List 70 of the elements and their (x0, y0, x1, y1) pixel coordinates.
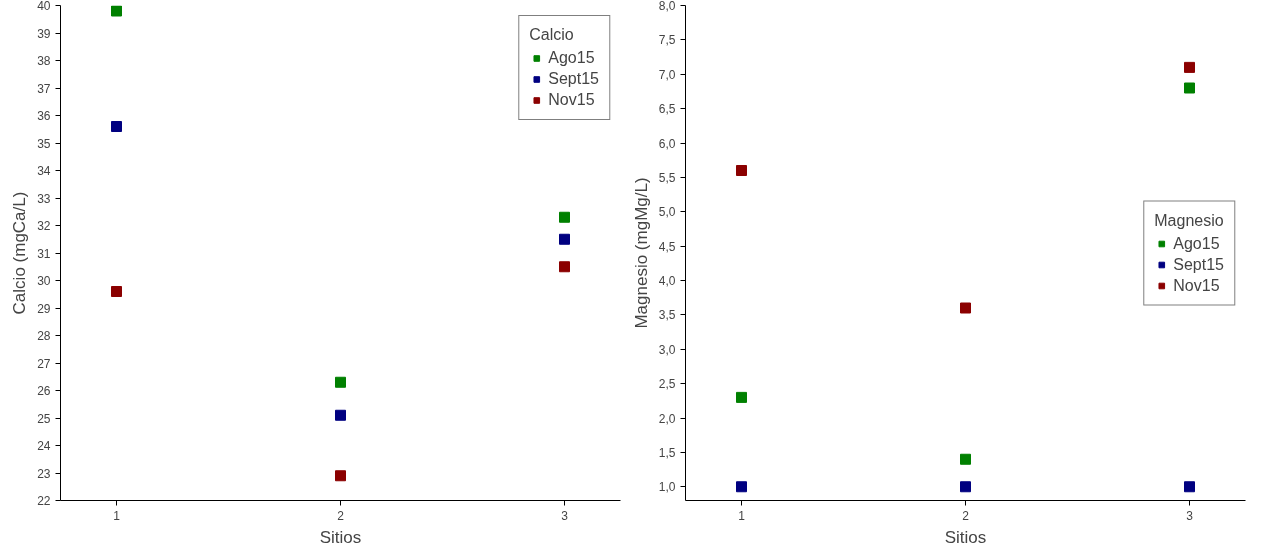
legend-label: Nov15 (548, 91, 595, 109)
x-axis-title: Sitios (319, 527, 362, 547)
y-tick-label: 3,5 (658, 308, 676, 323)
y-tick-label: 3,0 (658, 342, 676, 357)
x-tick-label: 3 (1186, 508, 1194, 523)
y-tick-label: 31 (37, 246, 51, 261)
y-tick-label: 26 (37, 384, 51, 398)
legend-label: Nov15 (1173, 276, 1220, 294)
point (1184, 61, 1195, 73)
legend-title: Calcio (529, 26, 575, 44)
y-tick-label: 1,5 (658, 445, 676, 460)
y-tick-label: 25 (37, 411, 51, 426)
y-tick-label: 39 (37, 26, 51, 41)
point (736, 165, 747, 176)
y-tick-label: 4,5 (658, 239, 676, 254)
y-tick-label: 34 (37, 164, 51, 178)
y-axis-title: Magnesio (mgMg/L) (631, 177, 651, 329)
y-tick-label: 36 (37, 109, 51, 123)
y-tick-label: 1,0 (658, 480, 676, 495)
point (335, 470, 346, 482)
y-tick-label: 23 (37, 466, 51, 481)
point (960, 481, 971, 493)
legend-label: Ago15 (1173, 234, 1220, 252)
y-tick-label: 30 (37, 274, 51, 288)
y-tick-label: 37 (37, 81, 51, 96)
legend-label: Ago15 (548, 49, 595, 67)
point (559, 261, 570, 273)
y-tick-label: 7,5 (658, 33, 676, 48)
y-tick-label: 22 (37, 494, 51, 508)
y-axis-title: Calcio (mgCa/L) (10, 191, 30, 315)
y-tick-label: 2,0 (658, 411, 676, 426)
x-tick-label: 1 (113, 508, 121, 523)
y-tick-label: 8,0 (658, 0, 676, 13)
x-tick-label: 2 (962, 508, 970, 523)
y-tick-label: 33 (37, 191, 51, 206)
x-tick-label: 1 (738, 508, 746, 523)
y-tick-label: 5,5 (658, 170, 676, 185)
legend-label: Sept15 (1173, 255, 1224, 273)
y-tick-label: 35 (37, 136, 51, 151)
y-tick-label: 7,0 (658, 67, 676, 82)
y-tick-label: 29 (37, 301, 51, 316)
y-tick-label: 2,5 (658, 377, 676, 392)
x-tick-label: 3 (561, 508, 569, 523)
point (111, 5, 122, 17)
x-tick-label: 2 (337, 508, 345, 523)
point (335, 376, 346, 388)
point (559, 211, 570, 223)
y-tick-label: 38 (37, 54, 51, 68)
y-tick-label: 6,0 (658, 136, 676, 151)
point (736, 481, 747, 493)
y-tick-label: 6,5 (658, 102, 676, 117)
point (960, 302, 971, 314)
y-tick-label: 24 (37, 439, 51, 453)
point (1184, 481, 1195, 493)
point (559, 233, 570, 245)
point (960, 453, 971, 465)
point (111, 286, 122, 297)
y-tick-label: 5,0 (658, 205, 676, 220)
point (1184, 82, 1195, 94)
point (736, 391, 747, 403)
y-tick-label: 28 (37, 329, 51, 343)
legend-title: Magnesio (1154, 211, 1224, 229)
y-tick-label: 27 (37, 356, 51, 371)
y-tick-label: 40 (37, 0, 51, 13)
x-axis-title: Sitios (944, 527, 987, 547)
legend-label: Sept15 (548, 70, 599, 88)
point (111, 121, 122, 132)
y-tick-label: 4,0 (658, 274, 676, 288)
point (335, 409, 346, 421)
y-tick-label: 32 (37, 219, 51, 233)
